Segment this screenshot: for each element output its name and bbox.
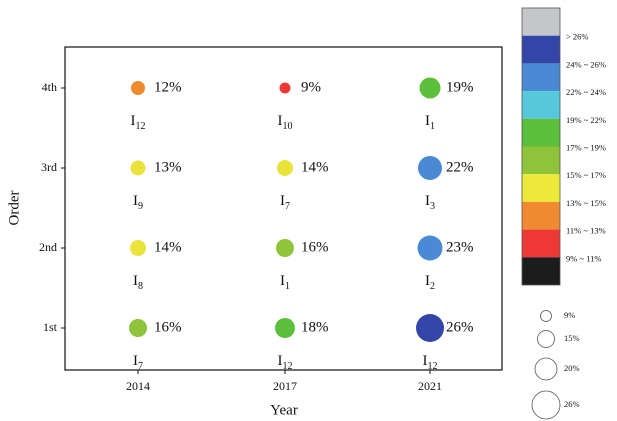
color-swatch: [522, 146, 560, 175]
x-tick-label: 2021: [418, 379, 442, 393]
indicator-prefix: I: [425, 273, 430, 289]
indicator-subscript: 10: [283, 121, 293, 132]
indicator-label: I1: [280, 273, 290, 292]
value-label: 12%: [154, 79, 182, 95]
indicator-prefix: I: [133, 273, 138, 289]
y-tick-label: 4th: [42, 80, 57, 94]
indicator-prefix: I: [425, 113, 430, 129]
size-legend-circle: [531, 390, 561, 420]
indicator-label: I12: [131, 113, 146, 132]
x-tick-label: 2017: [273, 379, 297, 393]
color-swatch: [522, 229, 560, 258]
color-legend-label: 13% ~ 15%: [566, 198, 606, 208]
indicator-subscript: 12: [428, 361, 438, 372]
value-label: 14%: [154, 239, 182, 255]
bubble: [419, 77, 441, 99]
color-legend-frame: [521, 7, 561, 286]
size-legend-label: 9%: [564, 310, 575, 320]
color-swatch: [522, 35, 560, 64]
value-label: 19%: [446, 79, 474, 95]
indicator-prefix: I: [133, 193, 138, 209]
color-legend-label: 17% ~ 19%: [566, 142, 606, 152]
x-axis-title: Year: [270, 402, 298, 418]
y-axis-title: Order: [6, 191, 22, 226]
size-legend-label: 15%: [564, 333, 580, 343]
indicator-prefix: I: [280, 193, 285, 209]
indicator-prefix: I: [425, 193, 430, 209]
bubble: [279, 82, 291, 94]
color-legend-label: > 26%: [566, 32, 589, 42]
indicator-label: I2: [425, 273, 435, 292]
value-label: 16%: [154, 319, 182, 335]
indicator-label: I3: [425, 193, 435, 212]
color-legend-label: 22% ~ 24%: [566, 87, 606, 97]
bubble: [417, 235, 443, 261]
bubble: [418, 156, 442, 180]
indicator-prefix: I: [278, 353, 283, 369]
indicator-prefix: I: [280, 273, 285, 289]
indicator-label: I8: [133, 273, 143, 292]
bubble: [277, 160, 293, 176]
bubble: [131, 81, 145, 95]
indicator-label: I12: [423, 353, 438, 372]
color-swatch: [522, 174, 560, 202]
size-legend-circle: [537, 330, 555, 348]
color-swatch: [522, 63, 560, 92]
value-label: 13%: [154, 159, 182, 175]
bubble: [275, 318, 295, 338]
indicator-subscript: 7: [138, 361, 143, 372]
size-legend-circle: [540, 310, 552, 322]
indicator-label: I12: [278, 353, 293, 372]
size-legend-circle: [534, 357, 558, 381]
indicator-subscript: 8: [138, 281, 143, 292]
color-swatch: [522, 8, 560, 36]
x-tick-label: 2014: [126, 379, 150, 393]
indicator-label: I1: [425, 113, 435, 132]
value-label: 18%: [301, 319, 329, 335]
indicator-subscript: 12: [136, 121, 146, 132]
value-label: 22%: [446, 159, 474, 175]
color-legend-label: 19% ~ 22%: [566, 115, 606, 125]
y-tick-label: 3rd: [41, 160, 57, 174]
size-legend-label: 26%: [564, 399, 580, 409]
color-legend-label: 9% ~ 11%: [566, 253, 601, 263]
indicator-subscript: 12: [283, 361, 293, 372]
indicator-label: I10: [278, 113, 293, 132]
bubble: [130, 240, 146, 256]
color-swatch: [522, 257, 560, 285]
value-label: 26%: [446, 319, 474, 335]
value-label: 9%: [301, 79, 321, 95]
indicator-subscript: 1: [430, 121, 435, 132]
bubble: [416, 314, 444, 342]
indicator-subscript: 2: [430, 281, 435, 292]
indicator-subscript: 1: [285, 281, 290, 292]
value-label: 16%: [301, 239, 329, 255]
indicator-subscript: 3: [430, 201, 435, 212]
indicator-prefix: I: [278, 113, 283, 129]
y-tick-label: 1st: [43, 320, 58, 334]
size-legend-label: 20%: [564, 363, 580, 373]
bubble: [130, 160, 146, 176]
indicator-subscript: 9: [138, 201, 143, 212]
color-legend-label: 15% ~ 17%: [566, 170, 606, 180]
indicator-label: I9: [133, 193, 143, 212]
plot-frame: [64, 46, 503, 371]
color-swatch: [522, 201, 560, 230]
value-label: 14%: [301, 159, 329, 175]
indicator-prefix: I: [131, 113, 136, 129]
y-tick-label: 2nd: [39, 240, 57, 254]
value-label: 23%: [446, 239, 474, 255]
color-swatch: [522, 91, 560, 119]
bubble: [129, 319, 147, 337]
indicator-prefix: I: [423, 353, 428, 369]
color-legend-label: 11% ~ 13%: [566, 226, 606, 236]
indicator-subscript: 7: [285, 201, 290, 212]
bubble: [276, 239, 294, 257]
indicator-label: I7: [133, 353, 143, 372]
color-legend-label: 24% ~ 26%: [566, 59, 606, 69]
color-swatch: [522, 118, 560, 147]
indicator-prefix: I: [133, 353, 138, 369]
indicator-label: I7: [280, 193, 290, 212]
